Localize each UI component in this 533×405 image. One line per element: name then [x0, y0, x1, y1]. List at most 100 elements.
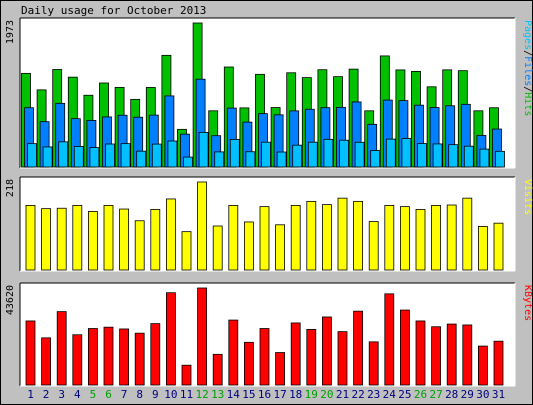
day-label-21: 21	[336, 388, 349, 401]
day-label-14: 14	[227, 388, 241, 401]
kbytes-bar-day-30	[477, 345, 488, 386]
hits-files-pages-legend-item-2: Files	[522, 56, 533, 86]
kbytes-bar-day-6	[103, 326, 114, 386]
pages-bar-day-26	[417, 143, 427, 168]
day-label-11: 11	[180, 388, 193, 401]
kbytes-bar-day-14	[228, 319, 239, 386]
pages-bar-day-18	[292, 144, 303, 168]
visits-bar-day-13	[212, 225, 223, 271]
visits-bar-day-24	[384, 205, 395, 271]
pages-bar-day-5	[89, 147, 100, 168]
day-label-31: 31	[492, 388, 505, 401]
visits-bar-day-1	[25, 205, 36, 271]
day-label-23: 23	[367, 388, 380, 401]
pages-bar-day-28	[448, 144, 459, 168]
pages-bar-day-14	[229, 139, 240, 168]
day-label-3: 3	[58, 388, 65, 401]
day-label-2: 2	[43, 388, 50, 401]
pages-bar-day-31	[495, 150, 505, 168]
pages-bar-day-27	[432, 143, 443, 168]
kbytes-bar-day-11	[181, 364, 192, 386]
pages-bar-day-20	[323, 138, 334, 168]
kbytes-bar-day-28	[446, 323, 457, 386]
pages-bar-day-21	[339, 139, 349, 168]
pages-bar-day-7	[120, 143, 131, 168]
kbytes-bar-day-13	[212, 353, 223, 386]
pages-bar-day-13	[214, 151, 225, 168]
kbytes-bar-day-18	[290, 322, 301, 386]
pages-bar-day-29	[463, 145, 474, 168]
day-label-25: 25	[398, 388, 411, 401]
hits-files-pages-legend: Pages/Files/Hits	[522, 20, 533, 116]
pages-bar-day-16	[261, 141, 271, 168]
kbytes-bar-day-12	[197, 287, 208, 386]
day-label-10: 10	[164, 388, 177, 401]
pages-bar-day-11	[183, 156, 193, 168]
pages-bar-day-23	[370, 150, 381, 168]
visits-bar-day-7	[119, 208, 129, 271]
pages-bar-day-15	[245, 151, 256, 168]
visits-bar-day-16	[259, 206, 270, 271]
hits-files-pages-max-label: 1973	[5, 20, 16, 44]
visits-bar-day-3	[56, 207, 67, 271]
day-label-15: 15	[242, 388, 255, 401]
pages-bar-day-2	[42, 146, 53, 168]
pages-bar-day-8	[136, 150, 147, 168]
pages-bar-day-19	[307, 141, 318, 168]
kbytes-bar-day-24	[384, 293, 395, 386]
visits-bar-day-12	[197, 181, 208, 271]
day-label-29: 29	[461, 388, 474, 401]
day-label-28: 28	[445, 388, 458, 401]
pages-bar-day-6	[105, 143, 115, 168]
pages-bar-day-25	[401, 138, 412, 168]
hits-files-pages-panel: 1973 Pages/Files/Hits	[5, 17, 533, 169]
pages-bar-day-1	[27, 143, 37, 168]
kbytes-bar-day-7	[119, 328, 129, 386]
kbytes-max-label: 43620	[5, 285, 16, 315]
visits-bar-day-8	[134, 220, 145, 271]
kbytes-bar-day-9	[150, 323, 161, 386]
hits-files-pages-legend-item-1: /	[522, 50, 533, 56]
kbytes-bar-day-17	[275, 352, 286, 386]
visits-bar-day-30	[477, 226, 488, 271]
kbytes-bar-day-21	[337, 331, 348, 386]
visits-bar-day-31	[493, 222, 504, 271]
visits-bar-day-23	[368, 221, 379, 271]
visits-bar-day-4	[72, 205, 83, 271]
kbytes-bar-day-22	[353, 310, 364, 386]
kbytes-bar-day-3	[56, 311, 67, 386]
kbytes-bar-day-20	[321, 316, 332, 386]
day-label-12: 12	[195, 388, 208, 401]
kbytes-bar-day-1	[25, 320, 36, 386]
day-label-30: 30	[476, 388, 489, 401]
visits-bar-day-27	[431, 205, 442, 271]
day-label-8: 8	[136, 388, 143, 401]
kbytes-bar-day-16	[259, 328, 270, 386]
day-label-6: 6	[105, 388, 112, 401]
visits-bar-day-5	[88, 211, 98, 271]
visits-bar-day-19	[306, 200, 317, 271]
pages-bar-day-3	[58, 141, 69, 168]
day-label-22: 22	[351, 388, 364, 401]
day-label-4: 4	[74, 388, 81, 401]
visits-bar-day-10	[165, 198, 176, 271]
pages-bar-day-9	[151, 143, 162, 168]
day-label-5: 5	[90, 388, 97, 401]
kbytes-panel: 43620 KBytes	[5, 282, 533, 387]
day-label-18: 18	[289, 388, 302, 401]
kbytes-bar-day-19	[306, 329, 317, 386]
kbytes-legend-item-0: KBytes	[522, 285, 533, 321]
kbytes-bar-day-4	[72, 334, 83, 386]
hits-files-pages-legend-item-3: /	[522, 86, 533, 92]
day-label-24: 24	[383, 388, 397, 401]
kbytes-legend: KBytes	[522, 285, 533, 321]
kbytes-bar-day-23	[368, 341, 379, 386]
chart-title: Daily usage for October 2013	[21, 4, 206, 17]
visits-bar-day-26	[415, 209, 426, 271]
kbytes-bar-day-8	[134, 332, 145, 386]
day-label-1: 1	[27, 388, 34, 401]
visits-max-label: 218	[5, 179, 16, 197]
visits-bar-day-22	[353, 200, 364, 271]
visits-bar-day-18	[290, 205, 301, 271]
